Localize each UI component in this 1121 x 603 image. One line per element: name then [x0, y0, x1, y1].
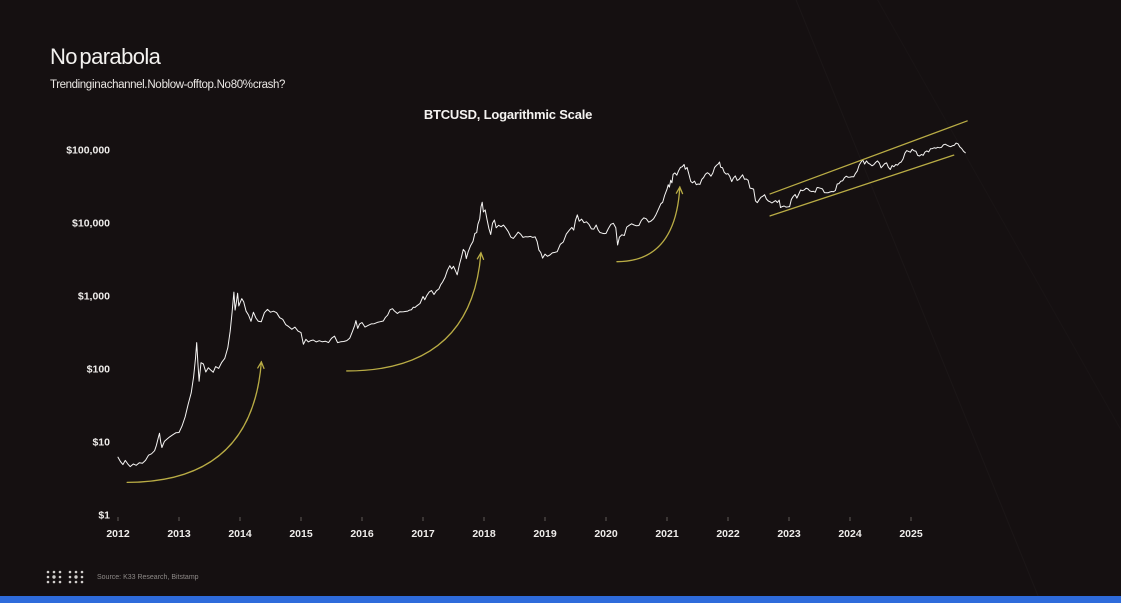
background-streak: [792, 0, 1045, 603]
y-axis-label: $100,000: [66, 145, 110, 157]
x-axis-label: 2012: [106, 528, 130, 540]
x-axis-label: 2015: [289, 528, 313, 540]
channel-upper-line: [769, 120, 968, 195]
parabola-arrow: [346, 252, 482, 372]
chart-title: BTCUSD, Logarithmic Scale: [423, 107, 593, 122]
btc-price-line: [117, 142, 966, 468]
source-attribution: Source: K33 Research, Bitstamp: [97, 574, 199, 581]
background-streak: [872, 0, 1121, 430]
x-axis-label: 2023: [777, 528, 801, 540]
page-title: No parabola: [50, 44, 161, 69]
page-subtitle: Trending in a channel. No blow-off top. …: [50, 79, 286, 91]
arrowhead-icon: [257, 360, 265, 370]
x-axis-label: 2024: [838, 528, 862, 540]
x-axis-label: 2018: [472, 528, 496, 540]
x-axis-label: 2019: [533, 528, 557, 540]
y-axis-label: $100: [87, 364, 111, 376]
y-axis-label: $1: [98, 510, 110, 522]
arrowhead-icon: [476, 251, 485, 261]
x-axis-label: 2013: [167, 528, 191, 540]
x-axis-label: 2022: [716, 528, 740, 540]
x-axis-label: 2017: [411, 528, 435, 540]
x-axis-label: 2014: [228, 528, 252, 540]
y-axis-label: $1,000: [78, 291, 110, 303]
arrowhead-icon: [675, 185, 684, 195]
y-axis-label: $10: [92, 437, 110, 449]
bottom-accent-bar: [0, 596, 1121, 603]
parabola-arrow: [616, 186, 681, 263]
channel-lower-line: [769, 154, 955, 217]
x-axis-label: 2021: [655, 528, 679, 540]
x-axis-label: 2025: [899, 528, 923, 540]
parabola-arrow: [126, 361, 262, 484]
y-axis-label: $10,000: [72, 218, 110, 230]
x-axis-label: 2016: [350, 528, 374, 540]
x-axis-label: 2020: [594, 528, 618, 540]
k33-logo: [46, 570, 84, 584]
